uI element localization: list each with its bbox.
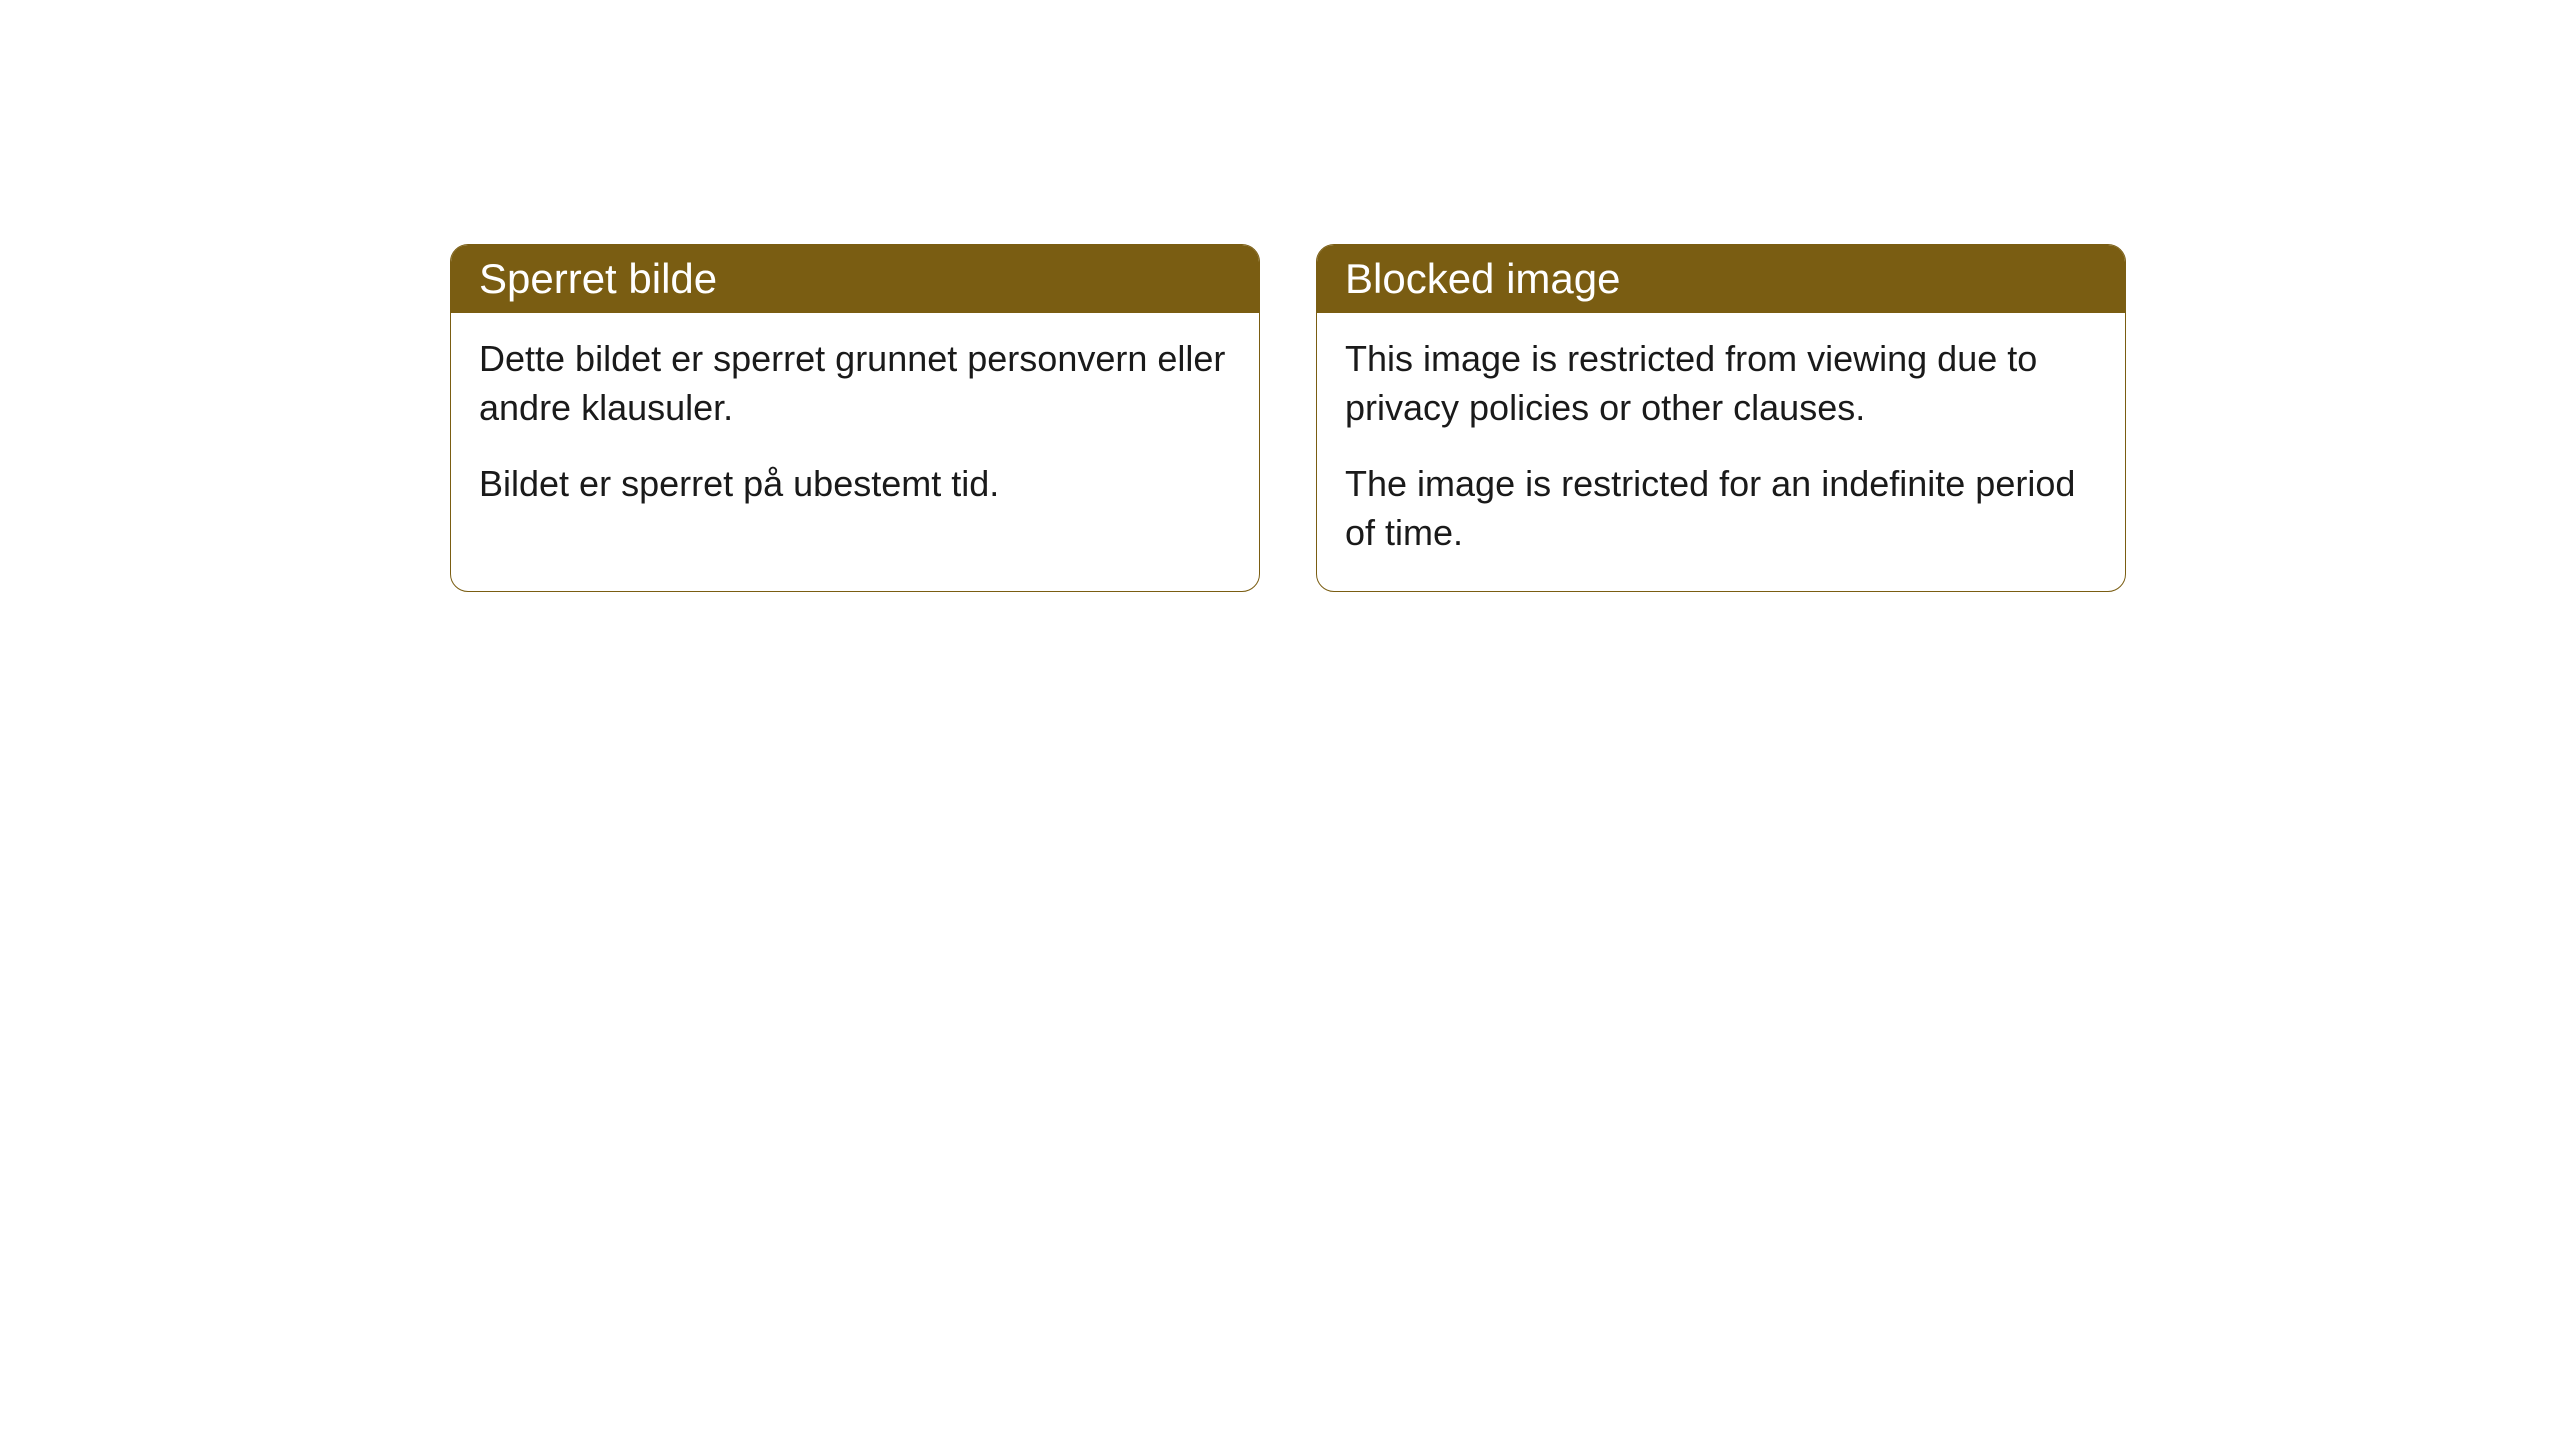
- notice-cards-container: Sperret bilde Dette bildet er sperret gr…: [450, 244, 2126, 592]
- card-paragraph: The image is restricted for an indefinit…: [1345, 460, 2097, 557]
- card-title: Blocked image: [1345, 255, 1620, 302]
- card-title: Sperret bilde: [479, 255, 717, 302]
- card-header: Sperret bilde: [451, 245, 1259, 313]
- card-body: Dette bildet er sperret grunnet personve…: [451, 313, 1259, 543]
- card-paragraph: This image is restricted from viewing du…: [1345, 335, 2097, 432]
- card-paragraph: Bildet er sperret på ubestemt tid.: [479, 460, 1231, 509]
- notice-card-norwegian: Sperret bilde Dette bildet er sperret gr…: [450, 244, 1260, 592]
- card-body: This image is restricted from viewing du…: [1317, 313, 2125, 591]
- notice-card-english: Blocked image This image is restricted f…: [1316, 244, 2126, 592]
- card-header: Blocked image: [1317, 245, 2125, 313]
- card-paragraph: Dette bildet er sperret grunnet personve…: [479, 335, 1231, 432]
